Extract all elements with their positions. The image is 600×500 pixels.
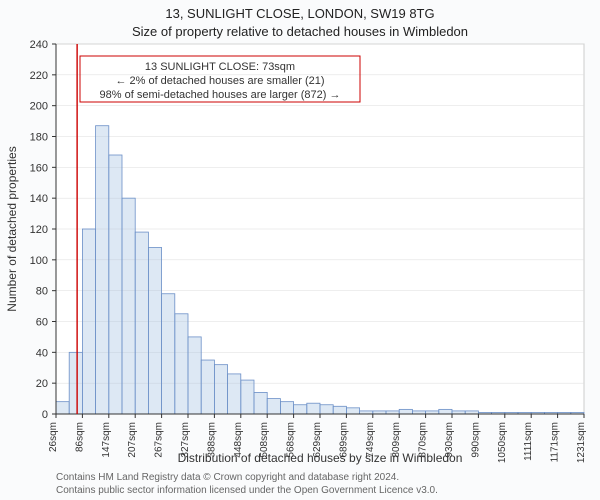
histogram-bar <box>188 337 201 414</box>
y-tick-label: 100 <box>30 255 48 267</box>
annotation-line-1: 13 SUNLIGHT CLOSE: 73sqm <box>145 61 295 73</box>
annotation-line-2: ← 2% of detached houses are smaller (21) <box>115 75 324 87</box>
histogram-bar <box>333 406 346 414</box>
x-tick-label: 1111sqm <box>523 422 534 461</box>
chart-subtitle: Size of property relative to detached ho… <box>132 24 468 39</box>
y-tick-label: 200 <box>30 101 48 113</box>
histogram-bar <box>254 392 267 414</box>
y-tick-label: 60 <box>36 317 48 329</box>
histogram-bar <box>82 229 95 414</box>
histogram-bar <box>162 294 175 414</box>
histogram-bar <box>346 408 359 414</box>
y-tick-label: 20 <box>36 378 48 390</box>
histogram-bar <box>280 402 293 414</box>
histogram-bar <box>69 352 82 414</box>
histogram-bar <box>175 314 188 414</box>
x-tick-label: 86sqm <box>74 422 85 452</box>
histogram-bar <box>320 405 333 414</box>
histogram-bar <box>214 365 227 414</box>
histogram-bar <box>135 232 148 414</box>
y-tick-label: 40 <box>36 347 48 359</box>
histogram-bar <box>439 409 452 414</box>
y-tick-label: 180 <box>30 132 48 144</box>
y-tick-label: 220 <box>30 70 48 82</box>
histogram-bar <box>148 248 161 415</box>
y-axis-label: Number of detached properties <box>5 146 19 311</box>
y-tick-label: 120 <box>30 224 48 236</box>
y-tick-label: 240 <box>30 39 48 51</box>
histogram-bar <box>201 360 214 414</box>
x-tick-label: 26sqm <box>48 422 59 452</box>
histogram-bar <box>267 399 280 414</box>
histogram-bar <box>399 409 412 414</box>
histogram-bar <box>122 198 135 414</box>
histogram-chart: 0 20 40 60 80 100 120 140 160 180 200 220 240 26sqm 86… <box>0 0 600 500</box>
y-tick-label: 160 <box>30 162 48 174</box>
chart-title: 13, SUNLIGHT CLOSE, LONDON, SW19 8TG <box>165 6 434 21</box>
x-tick-label: 147sqm <box>101 422 112 458</box>
credit-line-2: Contains public sector information licen… <box>56 485 438 496</box>
histogram-bar <box>294 405 307 414</box>
histogram-bar <box>96 126 109 414</box>
credit-line-1: Contains HM Land Registry data © Crown c… <box>56 472 399 483</box>
x-tick-label: 1050sqm <box>497 422 508 463</box>
chart-container: 0 20 40 60 80 100 120 140 160 180 200 220 240 26sqm 86… <box>0 0 600 500</box>
histogram-bar <box>109 155 122 414</box>
x-tick-label: 267sqm <box>154 422 165 458</box>
y-tick-label: 140 <box>30 193 48 205</box>
annotation-line-3: 98% of semi-detached houses are larger (… <box>100 89 341 101</box>
x-tick-label: 1171sqm <box>550 422 561 462</box>
histogram-bar <box>56 402 69 414</box>
histogram-bar <box>228 374 241 414</box>
histogram-bar <box>241 380 254 414</box>
y-tick-label: 80 <box>36 286 48 298</box>
y-tick-label: 0 <box>42 409 48 421</box>
x-tick-label: 207sqm <box>127 422 138 458</box>
x-tick-label: 1231sqm <box>576 422 587 463</box>
histogram-bar <box>307 403 320 414</box>
x-tick-label: 990sqm <box>470 422 481 458</box>
x-axis-label: Distribution of detached houses by size … <box>178 451 463 465</box>
